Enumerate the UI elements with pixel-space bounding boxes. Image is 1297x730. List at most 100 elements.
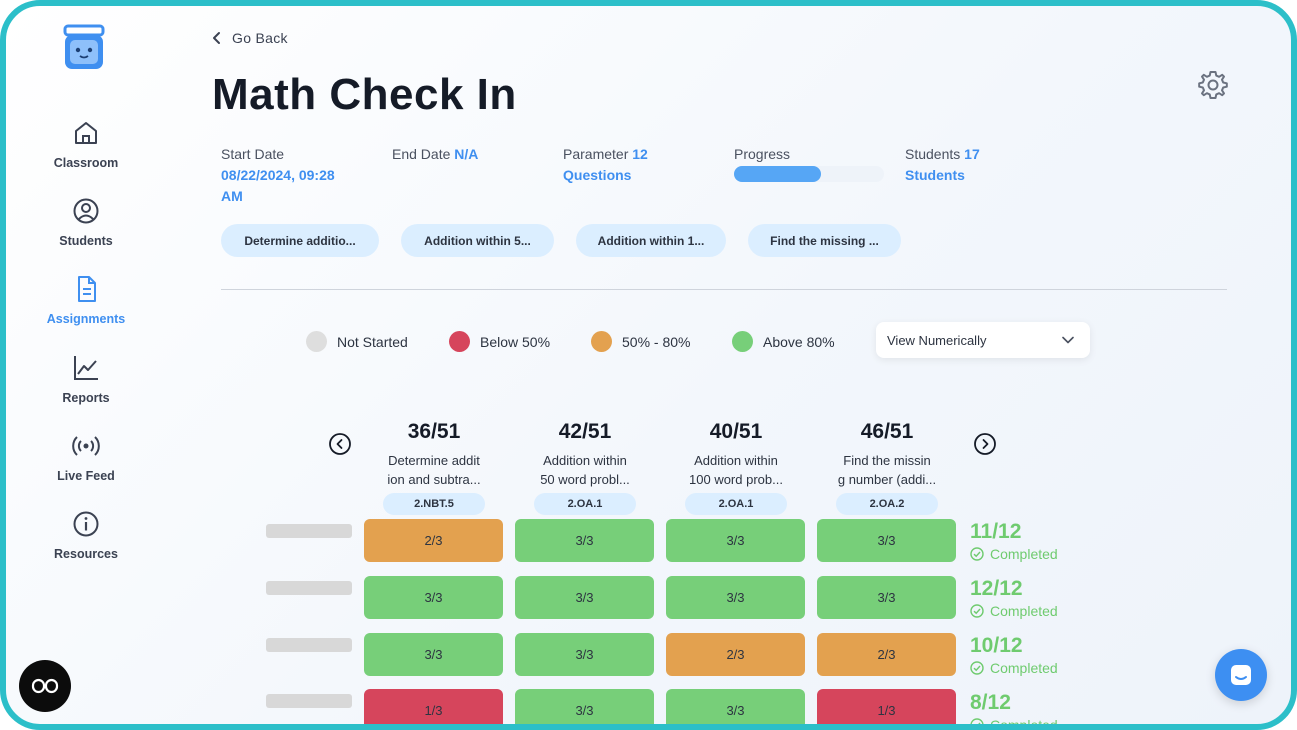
score-cell[interactable]: 3/3 xyxy=(515,633,654,676)
question-chip[interactable]: Determine additio... xyxy=(221,224,379,257)
legend-not-started: Not Started xyxy=(306,331,408,352)
end-date-value: N/A xyxy=(454,146,479,162)
column-question-line: Addition within xyxy=(694,453,778,468)
user-circle-icon xyxy=(73,198,99,224)
sidebar-item-label: Resources xyxy=(54,547,118,561)
completed-status: Completed xyxy=(970,660,1058,676)
chat-icon xyxy=(1231,665,1251,685)
sidebar-item-reports[interactable]: Reports xyxy=(6,353,166,407)
row-total-score: 10/12 xyxy=(970,634,1023,657)
row-total: 12/12 Completed xyxy=(970,577,1058,619)
progress-bar-fill xyxy=(734,166,821,182)
sidebar-item-label: Assignments xyxy=(46,312,126,326)
score-cell[interactable]: 3/3 xyxy=(515,576,654,619)
completed-status: Completed xyxy=(970,717,1058,724)
green-dot-icon xyxy=(732,331,753,352)
chat-launcher-button[interactable] xyxy=(1215,649,1267,701)
check-circle-icon xyxy=(970,547,984,561)
score-cell[interactable]: 3/3 xyxy=(666,576,805,619)
score-cell[interactable]: 2/3 xyxy=(666,633,805,676)
legend-label: 50% - 80% xyxy=(622,333,691,350)
glasses-icon xyxy=(31,678,59,694)
sidebar-item-live-feed[interactable]: Live Feed xyxy=(6,431,166,485)
column-question-line: 100 word prob... xyxy=(689,472,783,487)
document-icon xyxy=(78,276,96,302)
students-unit: Students xyxy=(905,167,965,183)
check-circle-icon xyxy=(970,661,984,675)
sidebar-item-resources[interactable]: Resources xyxy=(6,509,166,563)
standard-badge: 2.OA.1 xyxy=(534,493,636,515)
column-question: Addition within 50 word probl... xyxy=(515,451,655,489)
prev-arrow-icon[interactable] xyxy=(328,432,352,456)
sidebar-item-assignments[interactable]: Assignments xyxy=(6,274,166,328)
accessibility-button[interactable] xyxy=(19,660,71,712)
parameter-count: 12 xyxy=(632,146,648,162)
column-question-line: Find the missin xyxy=(843,453,931,468)
question-column-header[interactable]: 42/51 Addition within 50 word probl... 2… xyxy=(515,420,655,515)
score-cell[interactable]: 3/3 xyxy=(515,689,654,724)
score-cell[interactable]: 3/3 xyxy=(364,576,503,619)
question-column-header[interactable]: 36/51 Determine addit ion and subtra... … xyxy=(364,420,504,515)
sidebar-item-classroom[interactable]: Classroom xyxy=(6,118,166,172)
legend-below-50: Below 50% xyxy=(449,331,550,352)
next-arrow-icon[interactable] xyxy=(973,432,997,456)
gear-icon[interactable] xyxy=(1196,68,1230,102)
row-total-score: 11/12 xyxy=(970,520,1022,543)
students-label: Students xyxy=(905,146,961,162)
score-cell[interactable]: 3/3 xyxy=(515,519,654,562)
score-cell[interactable]: 3/3 xyxy=(666,689,805,724)
row-total: 11/12 Completed xyxy=(970,520,1058,562)
legend-above-80: Above 80% xyxy=(732,331,835,352)
row-total: 8/12 Completed xyxy=(970,691,1058,724)
progress-bar xyxy=(734,166,884,182)
section-divider xyxy=(221,289,1227,290)
page-title: Math Check In xyxy=(212,70,517,119)
start-date-value: 08/22/2024, 09:28 xyxy=(221,167,335,183)
score-cell[interactable]: 3/3 xyxy=(817,519,956,562)
column-score: 40/51 xyxy=(709,420,763,443)
score-cell[interactable]: 2/3 xyxy=(817,633,956,676)
check-circle-icon xyxy=(970,604,984,618)
column-question: Determine addit ion and subtra... xyxy=(364,451,504,489)
score-cell[interactable]: 3/3 xyxy=(666,519,805,562)
view-mode-value: View Numerically xyxy=(887,332,987,348)
line-chart-icon xyxy=(74,356,98,380)
question-column-header[interactable]: 46/51 Find the missin g number (addi... … xyxy=(817,420,957,515)
parameter-unit: Questions xyxy=(563,167,632,183)
legend-50-80: 50% - 80% xyxy=(591,331,690,352)
standard-badge: 2.NBT.5 xyxy=(383,493,485,515)
sidebar-item-label: Classroom xyxy=(53,156,119,170)
column-score: 46/51 xyxy=(860,420,914,443)
start-date-label: Start Date xyxy=(221,146,285,162)
column-question-line: ion and subtra... xyxy=(387,472,481,487)
score-cell[interactable]: 2/3 xyxy=(364,519,503,562)
question-chip[interactable]: Find the missing ... xyxy=(748,224,901,257)
student-name-placeholder xyxy=(266,638,352,652)
chevron-down-icon xyxy=(1062,336,1074,344)
score-cell[interactable]: 3/3 xyxy=(817,576,956,619)
standard-badge: 2.OA.2 xyxy=(836,493,938,515)
column-score: 42/51 xyxy=(558,420,612,443)
row-total-score: 12/12 xyxy=(970,577,1023,600)
column-question-line: Determine addit xyxy=(388,453,480,468)
red-dot-icon xyxy=(449,331,470,352)
question-chip[interactable]: Addition within 5... xyxy=(401,224,554,257)
app-logo-icon[interactable] xyxy=(62,24,106,72)
parameter: Parameter 12 Questions xyxy=(563,144,648,186)
gray-dot-icon xyxy=(306,331,327,352)
go-back-button[interactable]: Go Back xyxy=(212,30,288,46)
score-cell[interactable]: 3/3 xyxy=(364,633,503,676)
question-column-header[interactable]: 40/51 Addition within 100 word prob... 2… xyxy=(666,420,806,515)
home-icon xyxy=(75,122,97,144)
sidebar-item-label: Live Feed xyxy=(57,469,115,483)
view-mode-select[interactable]: View Numerically xyxy=(876,322,1090,358)
score-cell[interactable]: 1/3 xyxy=(364,689,503,724)
sidebar-item-students[interactable]: Students xyxy=(6,196,166,250)
column-question-line: g number (addi... xyxy=(837,472,937,487)
question-chip[interactable]: Addition within 1... xyxy=(576,224,726,257)
student-name-placeholder xyxy=(266,581,352,595)
students-number: 17 xyxy=(964,146,980,162)
score-cell[interactable]: 1/3 xyxy=(817,689,956,724)
completed-status: Completed xyxy=(970,603,1058,619)
